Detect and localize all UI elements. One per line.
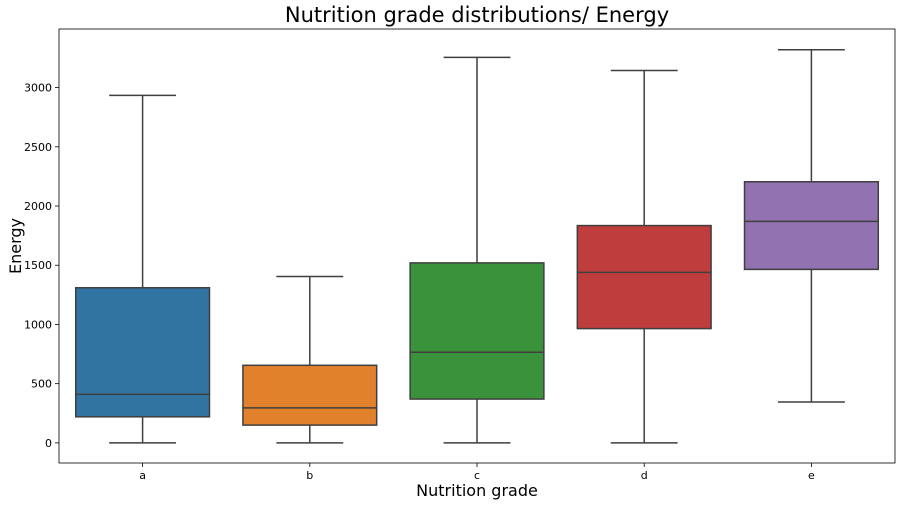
box-c	[409, 262, 545, 400]
x-tick-label: e	[808, 469, 815, 482]
x-tick-label: c	[474, 469, 480, 482]
box-d	[576, 224, 712, 330]
y-tick-label: 0	[45, 437, 52, 450]
chart-title: Nutrition grade distributions/ Energy	[285, 3, 669, 27]
y-tick-label: 2000	[24, 200, 52, 213]
y-tick-label: 2500	[24, 141, 52, 154]
y-tick-label: 3000	[24, 82, 52, 95]
x-tick-label: d	[641, 469, 648, 482]
box-e	[743, 181, 880, 271]
plot-area: 0 500 1000 1500 2000 2500 3000 a b c d e	[24, 48, 880, 482]
x-tick-label: a	[139, 469, 146, 482]
plot-frame	[58, 28, 896, 464]
y-tick-label: 1500	[24, 259, 52, 272]
y-tick-label: 1000	[24, 318, 52, 331]
x-axis-label: Nutrition grade	[416, 481, 538, 500]
y-tick-label: 500	[31, 378, 52, 391]
x-tick-label: b	[306, 469, 313, 482]
y-axis-label: Energy	[6, 218, 25, 274]
box-a	[74, 286, 211, 418]
box-b	[242, 364, 378, 426]
